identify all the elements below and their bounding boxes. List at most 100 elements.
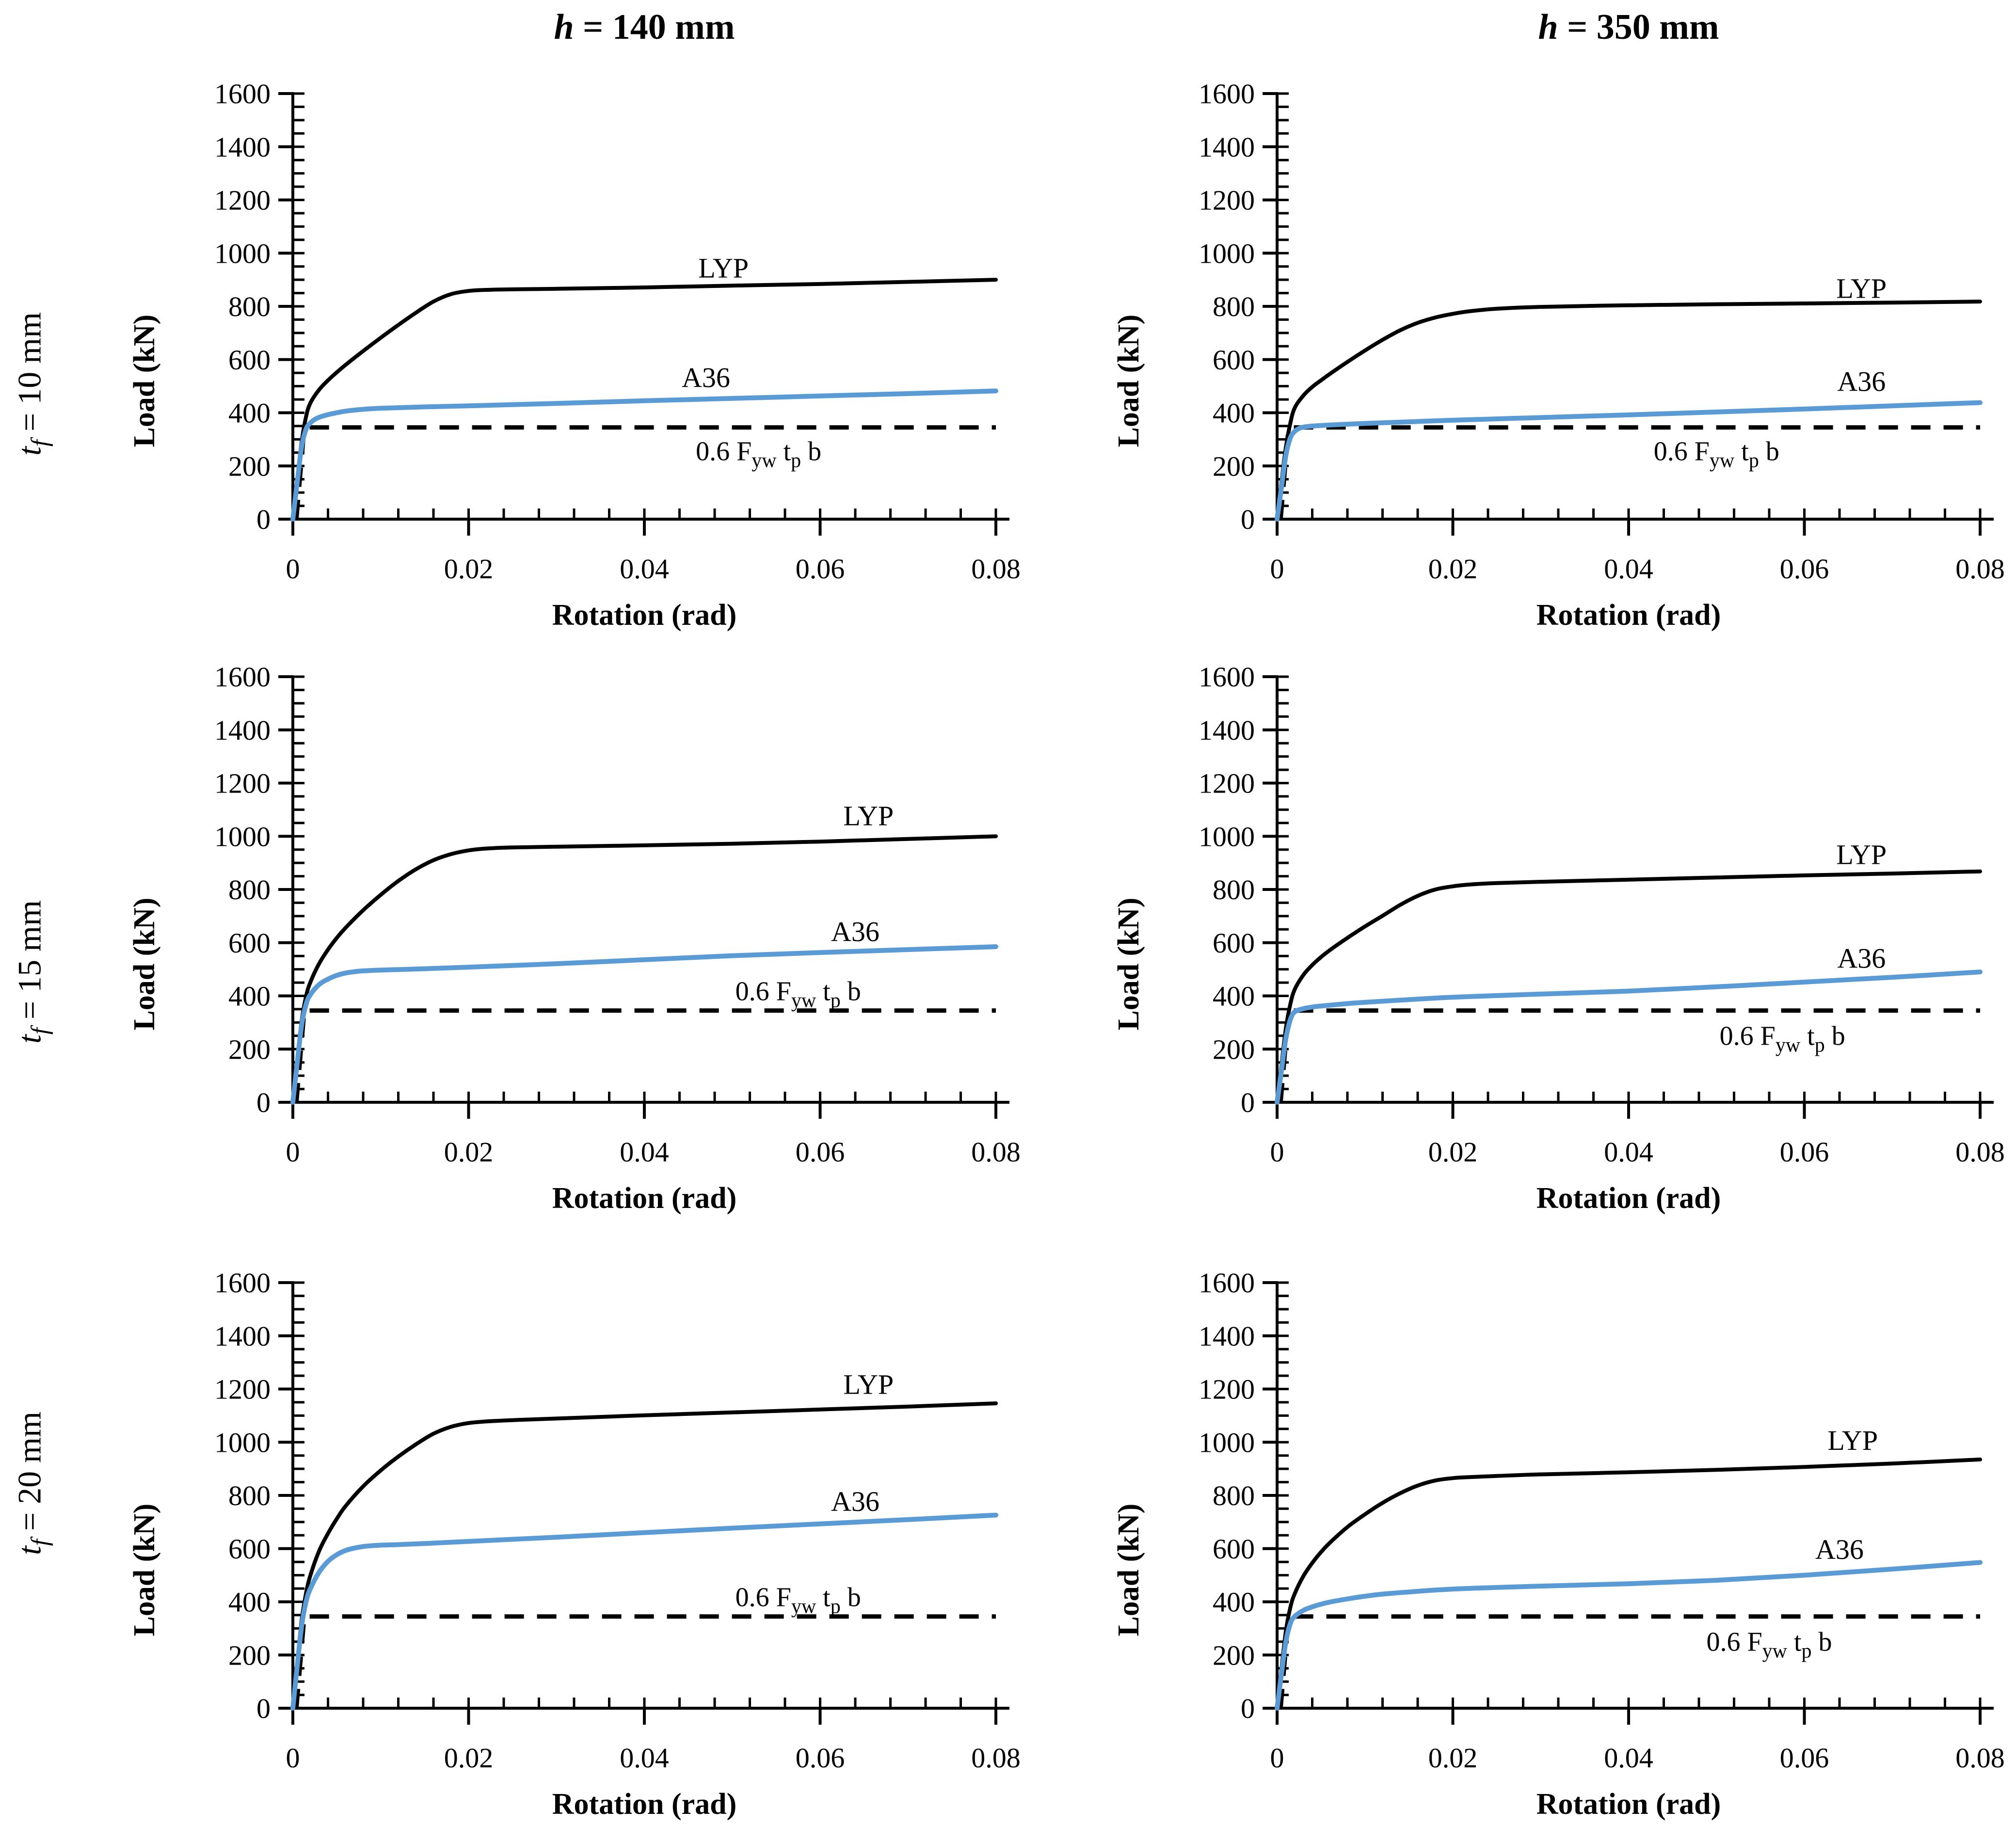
series-label-LYP: LYP (1836, 273, 1887, 304)
x-tick-label: 0.08 (971, 1742, 1021, 1774)
y-tick-label: 1600 (214, 1267, 271, 1299)
series-LYP (291, 278, 998, 521)
reference-label: 0.6 Fyw tp b (696, 436, 821, 472)
y-tick-label: 400 (1213, 981, 1255, 1012)
y-axis-title: Load (kN) (128, 1504, 161, 1636)
y-tick-label: 1200 (214, 185, 271, 216)
y-tick-label: 1000 (1199, 821, 1255, 852)
y-tick-label: 200 (1213, 1639, 1255, 1671)
y-tick-label: 1600 (1199, 1267, 1255, 1299)
x-tick-label: 0.06 (1780, 553, 1829, 585)
series-label-LYP: LYP (843, 1369, 894, 1400)
series-A36 (1275, 1560, 1983, 1711)
x-tick-label: 0.02 (444, 1742, 494, 1774)
y-tick-label: 0 (256, 1087, 271, 1118)
x-tick-label: 0 (1270, 1742, 1284, 1774)
chart-tf15-h140: 0 200 400 600 800 1000 1200 1400 1600 0 0.02 0.04 0.… (73, 639, 1030, 1215)
y-tick-label: 400 (228, 397, 271, 429)
x-tick-label: 0.08 (971, 1136, 1021, 1168)
x-axis-title: Rotation (rad) (1536, 1182, 1721, 1215)
x-tick-label: 0.06 (796, 553, 845, 585)
x-tick-label: 0.04 (1604, 1742, 1653, 1774)
x-tick-label: 0.04 (620, 1742, 669, 1774)
reference-dashed-line (294, 1614, 996, 1709)
y-tick-label: 1200 (1199, 768, 1255, 799)
column-title-rest: = 140 mm (574, 7, 735, 47)
x-axis-title: Rotation (rad) (552, 1788, 737, 1821)
y-axis-title: Load (kN) (128, 898, 161, 1031)
series-LYP (291, 1401, 998, 1710)
reference-dashed-line (294, 425, 996, 520)
x-tick-label: 0.04 (620, 1136, 669, 1168)
y-tick-label: 0 (256, 1693, 271, 1724)
y-tick-label: 0 (1241, 1087, 1255, 1118)
x-tick-label: 0.06 (1780, 1136, 1829, 1168)
chart-svg: 0 200 400 600 800 1000 1200 1400 1600 0 0.02 0.04 0.… (128, 78, 1021, 632)
column-title-variable: h (554, 7, 574, 47)
y-tick-label: 1600 (214, 78, 271, 110)
series-A36 (1275, 969, 1983, 1105)
x-tick-label: 0 (286, 553, 300, 585)
y-tick-label: 600 (228, 1533, 271, 1565)
chart-svg: 0 200 400 600 800 1000 1200 1400 1600 0 0.02 0.04 0.… (1112, 661, 2005, 1215)
x-tick-label: 0.08 (971, 553, 1021, 585)
y-tick-label: 400 (228, 1587, 271, 1618)
y-tick-label: 1200 (1199, 1374, 1255, 1405)
y-axis-title: Load (kN) (1112, 315, 1145, 447)
reference-label: 0.6 Fyw tp b (1706, 1627, 1832, 1663)
series-A36 (1275, 400, 1983, 522)
axes: 0 200 400 600 800 1000 1200 1400 1600 0 0.02 0.04 0.… (128, 1267, 1021, 1821)
x-tick-label: 0.06 (1780, 1742, 1829, 1774)
x-tick-label: 0 (1270, 1136, 1284, 1168)
reference-dashed-line (1278, 1614, 1980, 1709)
series-label-LYP: LYP (1827, 1425, 1878, 1456)
y-axis-title: Load (kN) (128, 315, 161, 447)
reference-label: 0.6 Fyw tp b (736, 977, 861, 1012)
x-tick-label: 0.06 (796, 1136, 845, 1168)
y-tick-label: 1600 (1199, 78, 1255, 110)
y-tick-label: 400 (1213, 1587, 1255, 1618)
chart-tf20-h140: 0 200 400 600 800 1000 1200 1400 1600 0 0.02 0.04 0.… (73, 1245, 1030, 1821)
series-label-A36: A36 (831, 1486, 880, 1517)
x-tick-label: 0.02 (444, 1136, 494, 1168)
x-tick-label: 0.08 (1955, 553, 2005, 585)
y-tick-label: 1000 (214, 821, 271, 852)
axes: 0 200 400 600 800 1000 1200 1400 1600 0 0.02 0.04 0.… (1112, 78, 2005, 632)
x-axis-title: Rotation (rad) (552, 1182, 737, 1215)
y-tick-label: 1000 (214, 238, 271, 269)
chart-tf20-h350: 0 200 400 600 800 1000 1200 1400 1600 0 0.02 0.04 0.… (1057, 1245, 2015, 1821)
x-tick-label: 0 (286, 1742, 300, 1774)
x-tick-label: 0.08 (1955, 1136, 2005, 1168)
y-tick-label: 1200 (214, 1374, 271, 1405)
x-axis-title: Rotation (rad) (1536, 599, 1721, 632)
series-label-LYP: LYP (843, 800, 894, 831)
y-tick-label: 200 (1213, 1033, 1255, 1065)
series-A36 (290, 1512, 998, 1711)
x-tick-label: 0.02 (1428, 553, 1478, 585)
row-label-rest: = 15 mm (11, 900, 48, 1028)
series-label-A36: A36 (1837, 366, 1886, 397)
row-label-tf15: tf = 15 mm (11, 900, 54, 1044)
series-label-A36: A36 (831, 916, 880, 948)
series-label-LYP: LYP (698, 252, 749, 284)
series-A36 (290, 944, 998, 1105)
y-tick-label: 200 (1213, 450, 1255, 482)
row-label-subscript: f (26, 440, 53, 447)
chart-svg: 0 200 400 600 800 1000 1200 1400 1600 0 0.02 0.04 0.… (128, 1267, 1021, 1821)
y-tick-label: 1400 (214, 1320, 271, 1352)
y-tick-label: 1600 (1199, 661, 1255, 693)
x-tick-label: 0 (286, 1136, 300, 1168)
series-LYP (1275, 1457, 1982, 1710)
chart-svg: 0 200 400 600 800 1000 1200 1400 1600 0 0.02 0.04 0.… (1112, 78, 2005, 632)
y-tick-label: 0 (1241, 504, 1255, 535)
chart-tf15-h350: 0 200 400 600 800 1000 1200 1400 1600 0 0.02 0.04 0.… (1057, 639, 2015, 1215)
y-tick-label: 1200 (214, 768, 271, 799)
y-axis-title: Load (kN) (1112, 1504, 1145, 1636)
chart-tf10-h350: 0 200 400 600 800 1000 1200 1400 1600 0 0.02 0.04 0.… (1057, 56, 2015, 632)
y-tick-label: 0 (1241, 1693, 1255, 1724)
x-tick-label: 0.04 (620, 553, 669, 585)
y-tick-label: 1400 (214, 715, 271, 746)
column-title-h140: h = 140 mm (293, 7, 996, 48)
reference-label: 0.6 Fyw tp b (1654, 436, 1779, 472)
